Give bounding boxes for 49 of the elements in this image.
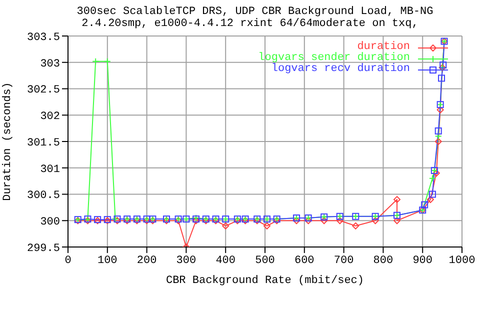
y-tick-label: 301 [40,164,60,176]
point [352,222,360,230]
point [434,127,442,134]
point [393,217,400,224]
point [304,217,312,224]
y-tick-label: 300 [40,216,60,229]
legend-label: duration [357,41,410,53]
point [432,170,440,177]
y-tick-label: 302 [40,111,60,124]
point [434,132,442,140]
point [436,106,444,114]
point [393,196,400,204]
y-tick-label: 299.5 [26,242,60,255]
point [421,201,428,208]
point [434,138,442,145]
x-tick-label: 900 [412,254,433,267]
legend-label: logvars recv duration [271,63,410,75]
x-tick-label: 100 [97,254,118,267]
point [428,174,436,182]
point [263,222,270,230]
point [104,58,111,65]
x-axis-title: CBR Background Rate (mbit/sec) [166,275,364,287]
legend-label: logvars sender duration [258,52,410,64]
x-tick-label: 0 [64,254,72,267]
x-tick-label: 300 [176,254,196,267]
x-tick-label: 800 [373,254,394,267]
y-tick-label: 300.5 [26,190,60,202]
chart-subtitle: 2.4.20smp, e1000-4.4.12 rxint 64/64moderate on txq, [80,18,420,30]
y-tick-label: 303 [40,58,60,70]
chart-title: 300sec ScalableTCP DRS, UDP CBR Background Load, MB-NG [76,5,434,18]
y-tick-label: 301.5 [26,137,60,150]
y-tick-label: 302.5 [26,84,60,97]
point [426,196,434,204]
point [222,222,230,230]
x-tick-label: 700 [334,254,354,267]
x-tick-label: 400 [216,254,236,267]
x-tick-label: 500 [255,254,275,267]
x-tick-label: 200 [136,254,157,267]
point [440,62,447,69]
point [320,217,328,224]
x-tick-label: 1000 [448,254,476,267]
point [428,190,436,198]
y-tick-label: 303.5 [26,32,60,44]
point [336,217,344,224]
point [438,74,446,82]
point [92,58,100,65]
x-tick-label: 600 [294,254,314,267]
y-axis-title: Duration (seconds) [2,82,14,201]
point [372,217,379,224]
